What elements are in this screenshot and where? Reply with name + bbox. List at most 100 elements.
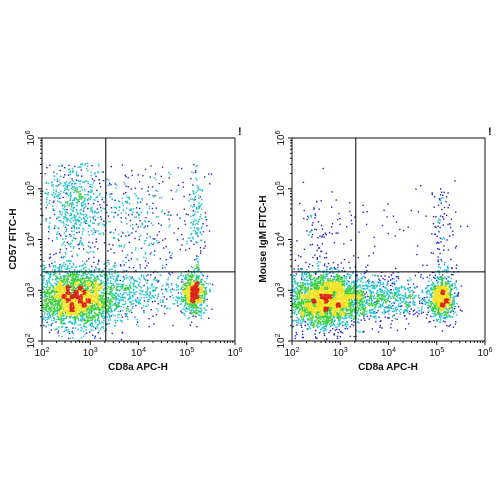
data-point	[74, 304, 76, 307]
data-point	[98, 233, 100, 235]
data-point	[81, 295, 83, 298]
data-point	[90, 308, 93, 310]
data-point	[127, 287, 130, 289]
data-point	[147, 274, 149, 276]
data-point	[64, 216, 66, 218]
data-point	[97, 224, 100, 226]
data-point	[181, 293, 183, 296]
data-point	[193, 193, 196, 195]
data-point	[357, 256, 359, 259]
data-point	[162, 285, 164, 287]
data-point	[73, 191, 75, 194]
data-point	[75, 304, 77, 307]
data-point	[140, 293, 143, 296]
data-point	[75, 197, 77, 200]
data-point	[157, 280, 160, 282]
data-point	[73, 199, 75, 201]
data-point	[203, 301, 205, 303]
data-point	[106, 316, 109, 318]
data-point	[78, 180, 80, 182]
data-point	[165, 282, 168, 284]
data-point	[58, 295, 61, 298]
data-point	[162, 239, 164, 241]
data-point	[192, 299, 194, 302]
data-point	[453, 292, 456, 294]
data-point	[139, 281, 141, 283]
data-point	[180, 167, 183, 170]
data-point	[47, 231, 50, 233]
data-point	[60, 299, 63, 301]
data-point	[200, 300, 203, 302]
data-point	[109, 289, 111, 291]
data-point	[94, 301, 97, 304]
data-point	[75, 297, 77, 299]
data-point	[43, 313, 46, 316]
data-point	[137, 302, 140, 305]
data-point	[198, 205, 200, 208]
data-point	[118, 313, 120, 316]
data-point	[177, 227, 179, 230]
data-point	[54, 310, 56, 312]
data-point	[89, 198, 92, 201]
data-point	[52, 266, 55, 268]
data-point	[59, 287, 61, 290]
data-point	[121, 283, 123, 286]
data-point	[199, 250, 202, 252]
data-point	[431, 233, 433, 235]
data-point	[196, 232, 198, 234]
data-point	[194, 295, 197, 297]
data-point	[89, 277, 91, 279]
data-point	[73, 199, 76, 202]
data-point	[80, 169, 82, 171]
data-point	[199, 231, 201, 233]
data-point	[210, 173, 213, 175]
data-point	[161, 300, 164, 303]
data-point	[78, 299, 80, 301]
data-point	[135, 286, 137, 288]
data-point	[194, 267, 197, 270]
data-point	[99, 295, 102, 298]
data-point	[49, 265, 51, 268]
data-point	[60, 305, 63, 308]
data-point	[45, 326, 47, 328]
data-point	[115, 292, 117, 294]
data-point	[117, 284, 119, 286]
data-point	[54, 329, 56, 331]
data-point	[82, 296, 85, 299]
data-point	[47, 282, 49, 284]
data-point	[167, 279, 169, 281]
data-point	[107, 285, 110, 287]
data-point	[407, 226, 409, 228]
data-point	[165, 289, 168, 291]
data-point	[44, 192, 47, 194]
data-point	[58, 335, 60, 337]
data-point	[45, 267, 47, 269]
data-point	[75, 309, 77, 311]
data-point	[200, 292, 202, 294]
data-point	[97, 171, 99, 173]
data-point	[84, 273, 87, 275]
data-point	[127, 277, 129, 279]
data-point	[66, 300, 69, 302]
data-point	[182, 296, 185, 299]
data-point	[46, 295, 48, 297]
data-point	[76, 273, 79, 275]
data-point	[144, 221, 147, 223]
data-point	[204, 245, 206, 247]
data-point	[293, 268, 295, 270]
data-point	[118, 206, 121, 209]
data-point	[52, 208, 54, 210]
data-point	[52, 295, 55, 297]
data-point	[195, 297, 197, 300]
data-point	[85, 293, 88, 296]
data-point	[140, 211, 143, 214]
data-point	[73, 214, 75, 217]
data-point	[154, 276, 156, 279]
data-point	[110, 277, 113, 279]
data-point	[188, 247, 191, 250]
data-point	[57, 330, 60, 332]
data-point	[59, 290, 62, 293]
data-point	[71, 279, 73, 281]
data-point	[88, 284, 91, 286]
data-point	[100, 326, 103, 328]
